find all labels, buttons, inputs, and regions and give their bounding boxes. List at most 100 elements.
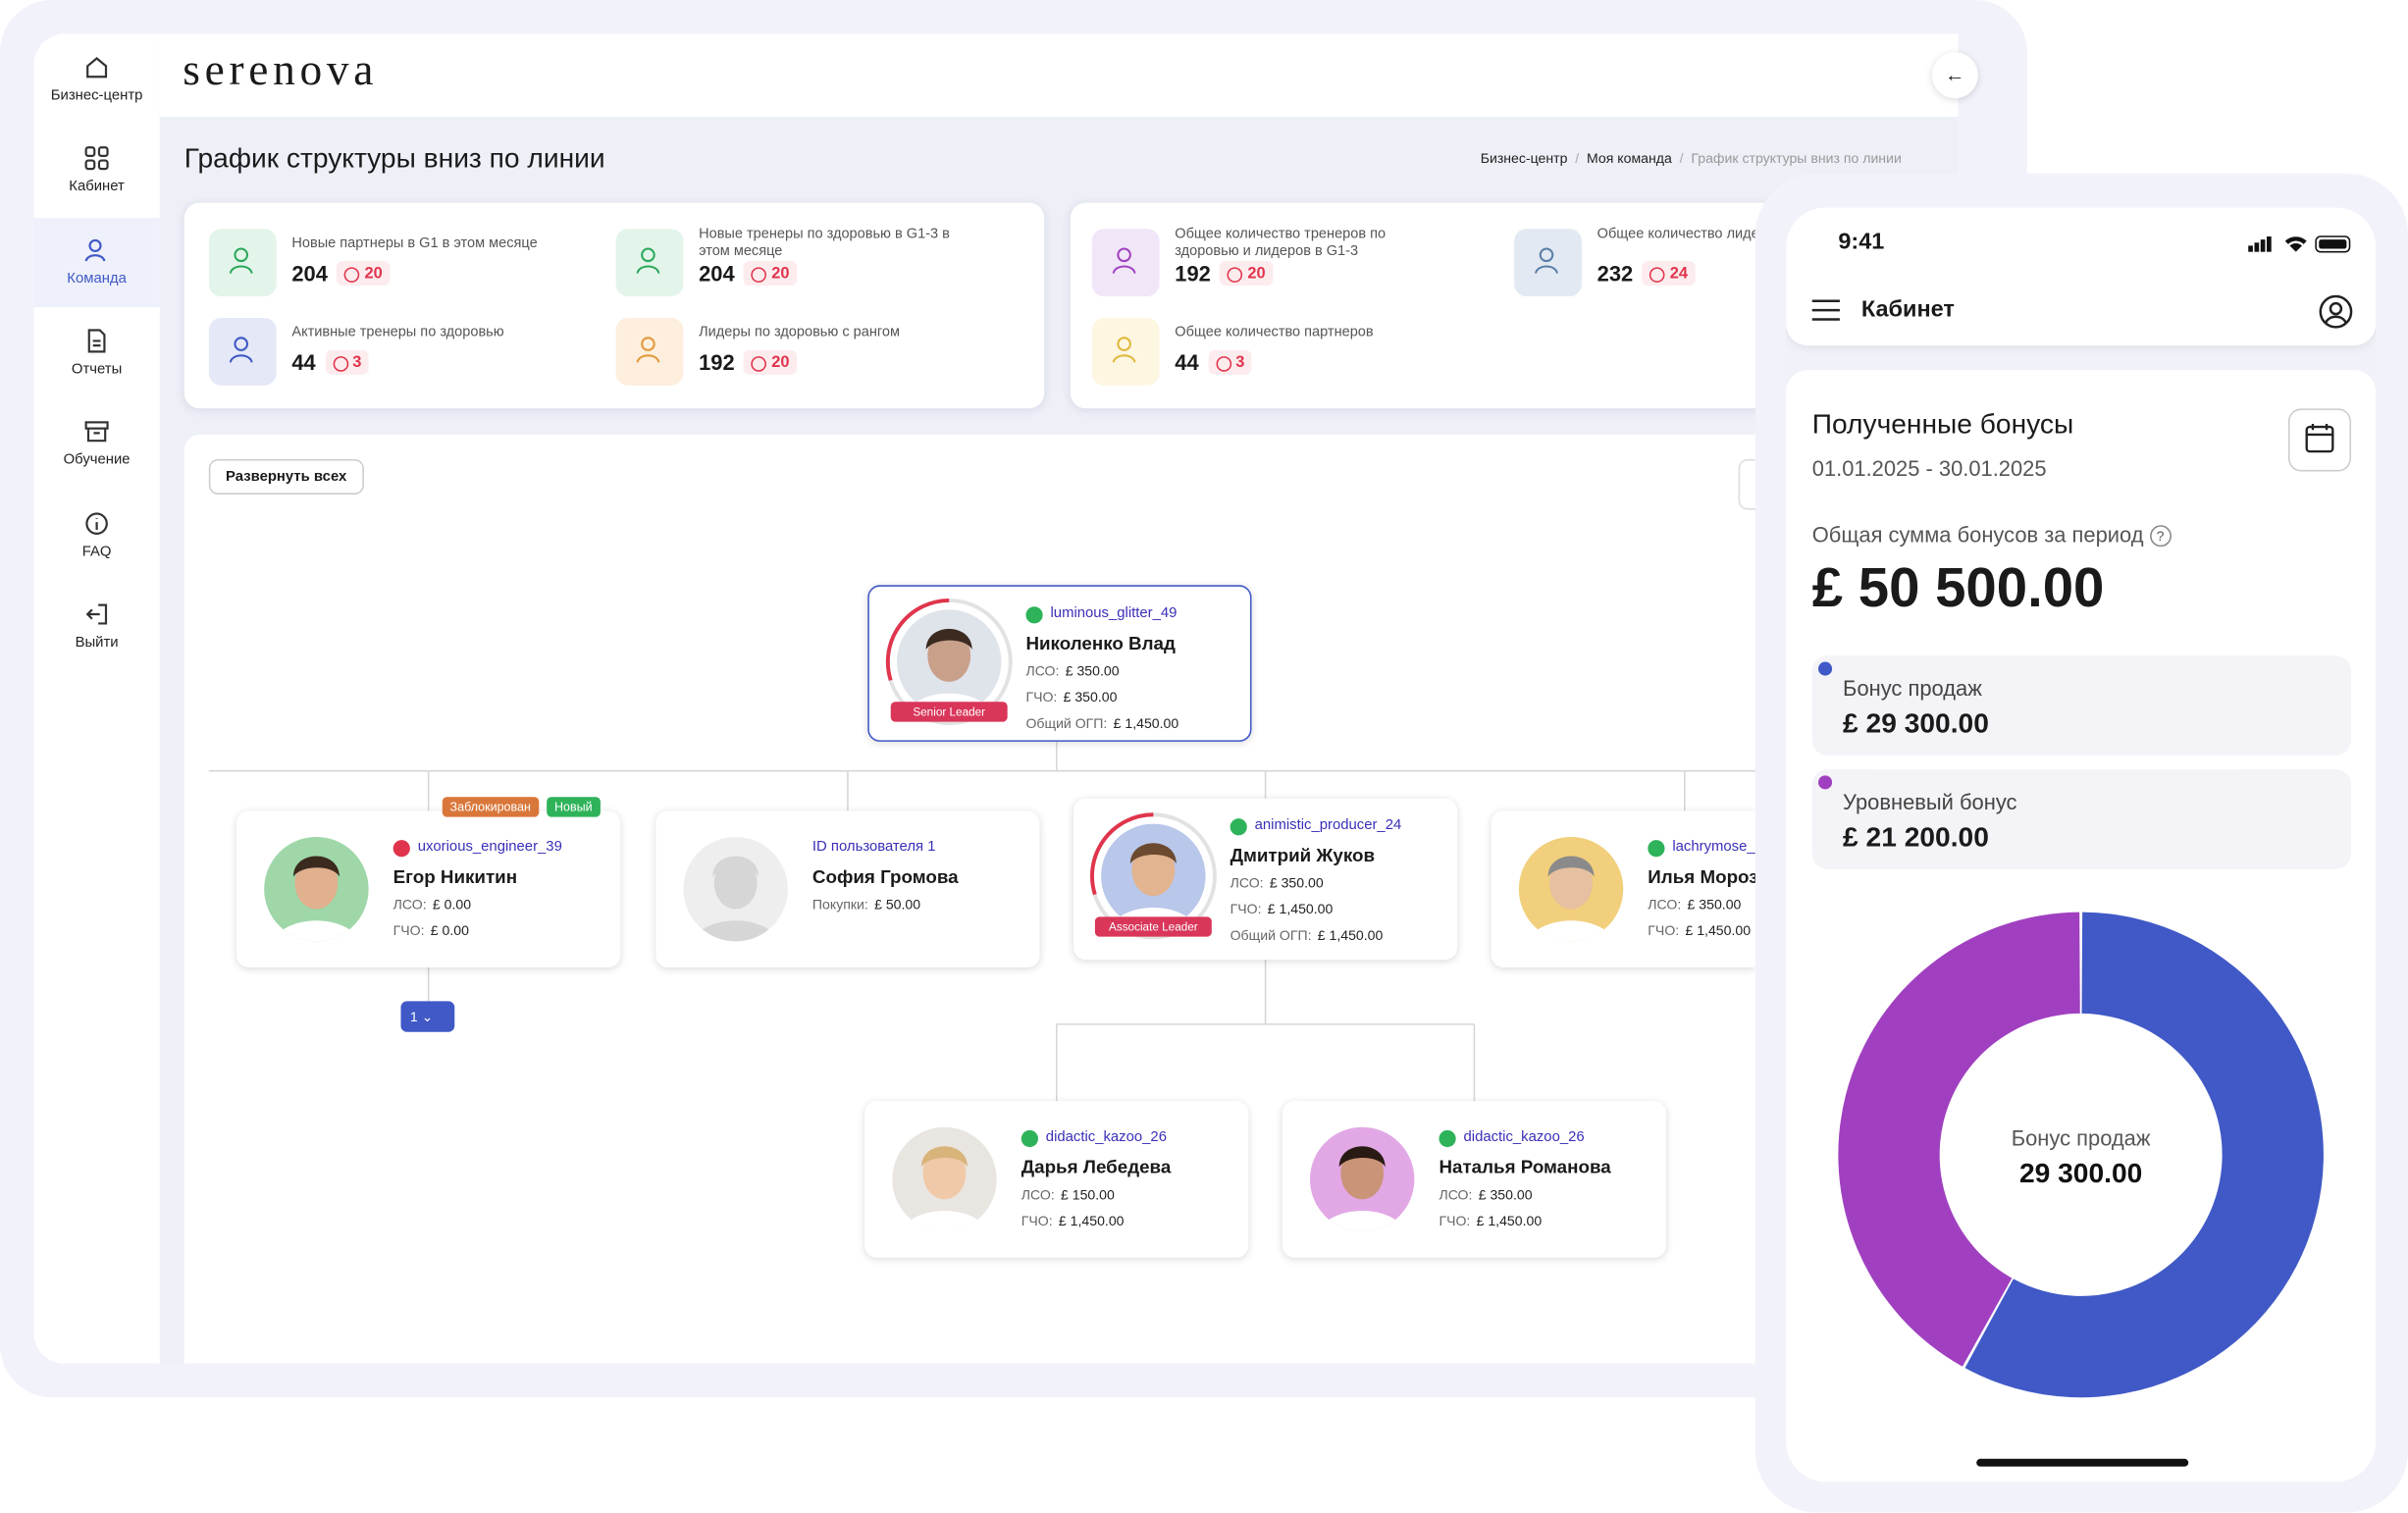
field-label: ГЧО:	[1230, 901, 1262, 917]
field: Общий ОГП: £ 1,450.00	[1025, 715, 1178, 731]
field-value: £ 1,450.00	[1317, 927, 1384, 943]
stat-delta: 3	[1208, 349, 1253, 375]
field-value: £ 50.00	[874, 896, 921, 913]
icon	[86, 57, 108, 78]
nav-label: Команда	[67, 270, 127, 287]
topbar	[159, 33, 1959, 117]
icon	[84, 238, 106, 262]
donut-center-label: Бонус продаж	[2012, 1126, 2151, 1151]
field-label: ЛСО:	[1648, 896, 1682, 913]
field-label: ЛСО:	[393, 896, 427, 913]
member-name: Илья Мороз	[1648, 865, 1755, 888]
tree-node[interactable]: Senior Leader luminous_glitter_49 Николенк…	[867, 585, 1252, 742]
tree-node[interactable]: ID пользователя 1 София Громова Покупки: £ …	[655, 810, 1040, 967]
stat-label: Новые партнеры в G1 в этом месяце	[291, 235, 538, 251]
status-icon	[1439, 1129, 1456, 1148]
total-label-text: Общая сумма бонусов за период	[1811, 522, 2144, 548]
donut-segment[interactable]	[1838, 912, 2080, 1367]
home-indicator	[1976, 1458, 2189, 1467]
field: ЛСО: £ 350.00	[1025, 663, 1119, 679]
field-label: Общий ОГП:	[1025, 715, 1108, 731]
menu-button[interactable]	[1810, 298, 1841, 323]
field-value: £ 0.00	[432, 896, 472, 913]
legend-dot	[1818, 661, 1833, 676]
badge: Новый	[547, 797, 601, 817]
field: ЛСО: £ 350.00	[1230, 875, 1324, 891]
period: 01.01.2025 - 30.01.2025	[1811, 455, 2047, 481]
field-value: £ 1,450.00	[1476, 1213, 1543, 1229]
field: Покупки: £ 50.00	[812, 897, 920, 913]
back-button[interactable]: ←	[1931, 52, 1978, 99]
stat-icon	[1091, 229, 1160, 297]
username: ID пользователя 1	[811, 838, 936, 856]
nav-item[interactable]: Кабинет	[33, 146, 159, 195]
stat-row: 204 20	[699, 259, 798, 287]
icon	[84, 421, 109, 443]
field-label: Покупки:	[811, 896, 868, 913]
avatar	[683, 836, 788, 942]
breadcrumb[interactable]: Бизнес-центр	[1480, 150, 1568, 167]
stat-value: 204	[699, 260, 735, 286]
field: ГЧО: £ 1,450.00	[1439, 1213, 1542, 1228]
stat-icon	[615, 317, 684, 386]
field-value: £ 350.00	[1065, 663, 1120, 679]
field-label: ЛСО:	[1025, 663, 1060, 679]
expand-button[interactable]: Развернуть всех	[208, 458, 364, 495]
field: ГЧО: £ 1,450.00	[1648, 923, 1751, 939]
field-label: ЛСО:	[1230, 875, 1264, 891]
tree-node[interactable]: didactic_kazoo_26 Дарья Лебедева ЛСО: £ 150…	[864, 1101, 1249, 1258]
donut-segment[interactable]	[1964, 912, 2324, 1398]
nav-item[interactable]: Бизнес-центр	[33, 55, 159, 104]
field-value: £ 350.00	[1687, 896, 1742, 913]
nav-label: FAQ	[81, 544, 112, 561]
nav-label: Кабинет	[69, 178, 125, 195]
nav-item[interactable]: Обучение	[33, 419, 159, 468]
tree-node[interactable]: lachrymose_ Илья Мороз ЛСО: £ 350.00 ГЧО: £ 1…	[1491, 810, 1755, 967]
status-time: 9:41	[1838, 229, 1885, 255]
total: £ 50 500.00	[1811, 555, 2105, 619]
nav-item[interactable]: Отчеты	[33, 329, 159, 378]
stat-delta: 20	[744, 349, 798, 375]
avatar	[1518, 836, 1624, 942]
logo: serenova	[183, 45, 379, 96]
nav-label: Бизнес-центр	[50, 87, 143, 105]
field: ГЧО: £ 1,450.00	[1230, 902, 1334, 917]
rank-badge: Senior Leader	[890, 702, 1008, 722]
member-name: Дарья Лебедева	[1021, 1156, 1172, 1178]
total-label: Общая сумма бонусов за период ?	[1812, 522, 2172, 548]
stat-value: 232	[1597, 260, 1634, 286]
tree-node[interactable]: uxorious_engineer_39 Егор Никитин ЛСО: £ 0.…	[236, 810, 621, 967]
stat-label: Общее количество партнеров	[1175, 324, 1374, 339]
field-label: ГЧО:	[1439, 1213, 1471, 1229]
status-icon	[393, 840, 410, 858]
nav-item[interactable]: FAQ	[33, 511, 159, 560]
field-value: £ 150.00	[1061, 1186, 1115, 1203]
pager[interactable]: 1 ⌄	[400, 1001, 455, 1032]
icon	[87, 329, 106, 353]
status-icons	[2248, 235, 2351, 253]
stat-delta: 20	[744, 260, 798, 286]
stat-icon	[208, 229, 277, 297]
username: animistic_producer_24	[1254, 816, 1402, 834]
breadcrumb[interactable]: Моя команда	[1587, 150, 1672, 167]
field-label: ГЧО:	[1025, 689, 1058, 705]
field-label: ЛСО:	[1439, 1186, 1473, 1203]
nav-item-active[interactable]: Команда	[33, 238, 159, 287]
donut-chart: Бонус продаж 29 300.00	[1838, 912, 2324, 1398]
field-value: £ 350.00	[1269, 875, 1324, 891]
username: luminous_glitter_49	[1050, 604, 1178, 622]
stat-row: 44 3	[1175, 348, 1253, 376]
profile-button[interactable]	[2318, 293, 2355, 331]
tree-node[interactable]: Associate Leader animistic_producer_24 Дми…	[1073, 798, 1458, 961]
stat-row: 192 20	[1175, 259, 1274, 287]
stat-icon	[615, 229, 684, 297]
status-icon	[1230, 818, 1247, 836]
calendar-button[interactable]	[2287, 408, 2352, 472]
legend-name: Бонус продаж	[1843, 675, 1982, 701]
field-value: £ 350.00	[1478, 1186, 1533, 1203]
nav-item[interactable]: Выйти	[33, 601, 159, 652]
tree-node[interactable]: didactic_kazoo_26 Наталья Романова ЛСО: £ 3…	[1282, 1101, 1667, 1258]
field: ЛСО: £ 150.00	[1021, 1187, 1115, 1203]
